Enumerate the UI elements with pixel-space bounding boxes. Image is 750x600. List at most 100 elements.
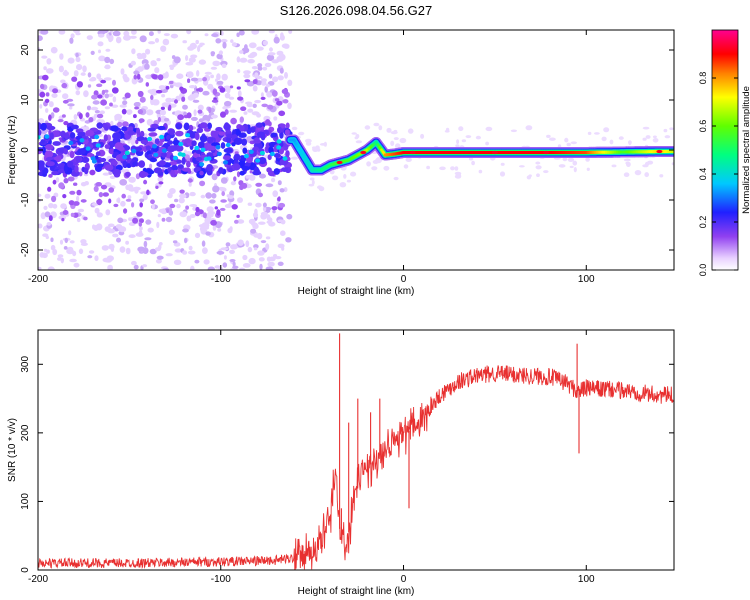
halo-speckle xyxy=(609,139,614,145)
noise-speckle xyxy=(87,72,92,78)
noise-blob xyxy=(172,155,178,161)
halo-speckle xyxy=(573,167,577,173)
noise-speckle xyxy=(117,121,123,128)
noise-speckle xyxy=(230,244,238,250)
noise-speckle xyxy=(67,57,75,64)
noise-speckle xyxy=(169,188,176,194)
colorbar-tick-label: 0.4 xyxy=(698,168,708,181)
halo-speckle xyxy=(346,179,351,183)
noise-speckle xyxy=(199,180,206,187)
halo-speckle xyxy=(403,164,409,169)
noise-speckle xyxy=(169,66,174,70)
noise-speckle xyxy=(98,192,104,198)
noise-blob xyxy=(158,160,166,166)
noise-speckle xyxy=(232,261,236,267)
noise-speckle xyxy=(39,104,43,109)
noise-speckle xyxy=(137,90,144,98)
noise-speckle xyxy=(194,211,201,217)
noise-blob xyxy=(52,141,61,146)
spectrogram-xlabel: Height of straight line (km) xyxy=(298,286,415,297)
noise-speckle xyxy=(149,248,157,255)
noise-speckle xyxy=(176,203,181,209)
noise-speckle xyxy=(217,228,222,232)
noise-speckle xyxy=(165,253,173,257)
noise-speckle xyxy=(135,139,139,145)
x-tick-label: 100 xyxy=(578,574,595,585)
noise-speckle xyxy=(274,98,280,102)
noise-speckle xyxy=(236,56,241,63)
noise-speckle xyxy=(111,87,119,94)
noise-speckle xyxy=(161,73,169,79)
noise-speckle xyxy=(62,210,69,215)
noise-speckle xyxy=(204,71,212,75)
halo-speckle xyxy=(426,165,430,170)
x-tick-label: -100 xyxy=(211,574,231,585)
colorbar: 0.0 0.2 0.4 0.6 0.8 Normalized spectral ampl… xyxy=(698,29,750,276)
noise-speckle xyxy=(249,53,253,58)
noise-speckle xyxy=(265,183,274,188)
noise-speckle xyxy=(287,79,293,87)
noise-speckle xyxy=(137,109,144,115)
noise-speckle xyxy=(174,248,182,253)
noise-blob xyxy=(145,145,152,151)
halo-speckle xyxy=(594,132,600,135)
noise-speckle xyxy=(157,30,161,34)
noise-speckle xyxy=(267,261,275,267)
noise-speckle xyxy=(73,114,78,120)
noise-speckle xyxy=(128,234,136,239)
noise-speckle xyxy=(240,106,247,111)
noise-speckle xyxy=(136,52,142,57)
noise-blob xyxy=(147,153,153,159)
noise-speckle xyxy=(230,39,234,43)
noise-speckle xyxy=(46,249,50,254)
noise-speckle xyxy=(237,239,244,246)
noise-speckle xyxy=(109,58,115,65)
noise-speckle xyxy=(205,212,214,218)
noise-speckle xyxy=(272,209,276,214)
noise-speckle xyxy=(144,237,152,241)
noise-speckle xyxy=(258,192,263,198)
noise-speckle xyxy=(48,101,54,108)
noise-blob xyxy=(63,148,68,155)
noise-speckle xyxy=(55,177,60,183)
noise-speckle xyxy=(249,170,253,174)
noise-speckle xyxy=(139,218,144,224)
noise-speckle xyxy=(157,244,162,250)
noise-speckle xyxy=(268,217,273,223)
noise-speckle xyxy=(226,88,231,94)
noise-speckle xyxy=(63,246,68,250)
noise-speckle xyxy=(283,187,288,193)
noise-blob xyxy=(140,130,145,136)
noise-speckle xyxy=(57,254,64,258)
noise-blob xyxy=(175,123,182,130)
noise-speckle xyxy=(206,115,211,122)
noise-blob xyxy=(140,139,149,145)
noise-speckle xyxy=(142,264,148,268)
noise-blob xyxy=(79,138,85,143)
noise-speckle xyxy=(187,78,191,83)
noise-speckle xyxy=(276,55,284,62)
noise-speckle xyxy=(108,243,115,250)
noise-speckle xyxy=(122,100,128,106)
noise-speckle xyxy=(112,233,119,238)
noise-speckle xyxy=(89,169,96,176)
halo-speckle xyxy=(564,137,569,143)
halo-speckle xyxy=(664,135,671,139)
noise-speckle xyxy=(145,82,149,87)
noise-blob xyxy=(117,146,125,151)
halo-speckle xyxy=(566,142,571,147)
noise-speckle xyxy=(248,257,256,265)
noise-speckle xyxy=(252,212,259,218)
noise-blob xyxy=(273,168,280,175)
halo-speckle xyxy=(378,125,383,131)
noise-blob xyxy=(110,160,118,166)
noise-speckle xyxy=(243,70,251,75)
noise-speckle xyxy=(115,224,123,229)
noise-speckle xyxy=(131,30,137,35)
noise-speckle xyxy=(276,50,284,56)
noise-speckle xyxy=(269,47,273,52)
halo-speckle xyxy=(645,135,651,139)
halo-speckle xyxy=(671,162,674,166)
noise-speckle xyxy=(38,223,43,229)
